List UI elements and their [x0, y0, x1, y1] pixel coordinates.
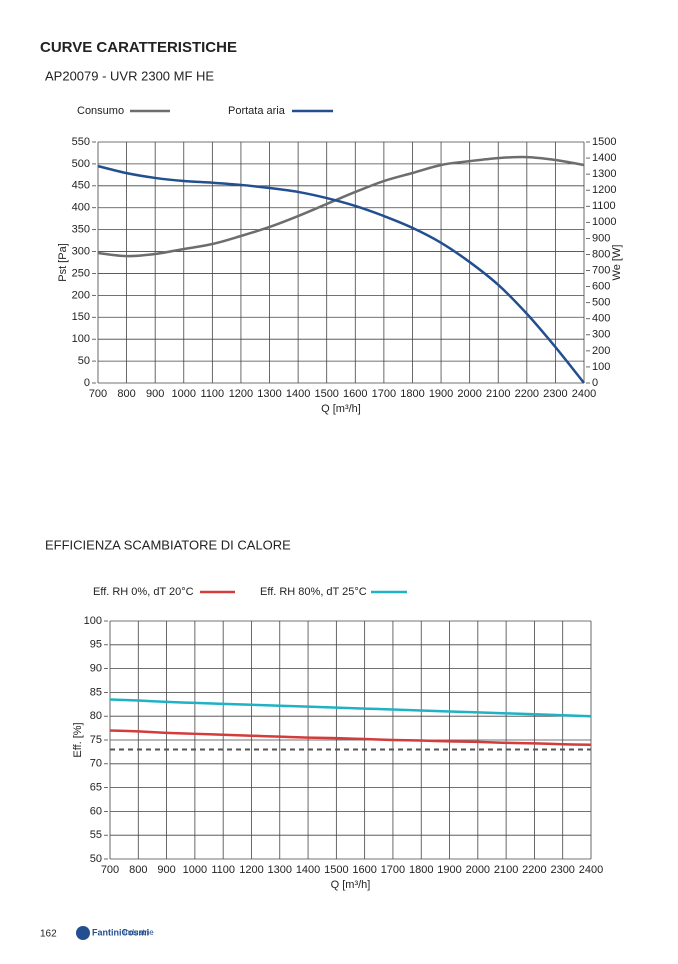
- y-tick-label: 50: [78, 355, 90, 367]
- legend-label: Portata aria: [228, 105, 286, 117]
- x-tick-label: 2100: [486, 388, 510, 400]
- x-tick-label: 1700: [372, 388, 396, 400]
- x-tick-label: 1600: [343, 388, 367, 400]
- x-tick-label: 2300: [543, 388, 567, 400]
- x-tick-label: 1100: [201, 388, 225, 400]
- x-tick-label: 900: [146, 388, 164, 400]
- series-line: [97, 164, 585, 384]
- y-tick-label: 100: [84, 615, 102, 627]
- y2-tick-label: 1200: [592, 184, 616, 196]
- series-line: [109, 698, 592, 718]
- chart-title: AP20079 - UVR 2300 MF HE: [45, 68, 214, 83]
- y2-axis-label: We [W]: [611, 245, 623, 281]
- y2-tick-label: 100: [592, 361, 610, 373]
- y-tick-label: 50: [90, 853, 102, 865]
- y-tick-label: 150: [72, 311, 90, 323]
- x-tick-label: 1400: [296, 864, 320, 876]
- x-tick-label: 1300: [257, 388, 281, 400]
- x-tick-label: 2400: [579, 864, 603, 876]
- x-tick-label: 1300: [268, 864, 292, 876]
- x-tick-label: 1000: [183, 864, 207, 876]
- y-axis-label: Pst [Pa]: [57, 243, 69, 282]
- x-tick-label: 1600: [352, 864, 376, 876]
- y2-tick-label: 200: [592, 345, 610, 357]
- y2-tick-label: 400: [592, 313, 610, 325]
- y-tick-label: 80: [90, 710, 102, 722]
- series-line: [97, 155, 585, 258]
- x-tick-label: 2100: [494, 864, 518, 876]
- y2-tick-label: 700: [592, 264, 610, 276]
- logo: FantiniCosmi: [92, 927, 149, 937]
- y2-tick-label: 0: [592, 377, 598, 389]
- x-tick-label: 1400: [286, 388, 310, 400]
- y-tick-label: 90: [90, 663, 102, 675]
- y-tick-label: 550: [72, 136, 90, 148]
- y-tick-label: 70: [90, 758, 102, 770]
- x-tick-label: 1900: [429, 388, 453, 400]
- y-tick-label: 75: [90, 734, 102, 746]
- x-tick-label: 1000: [172, 388, 196, 400]
- y-tick-label: 0: [84, 377, 90, 389]
- y2-tick-label: 1400: [592, 152, 616, 164]
- x-tick-label: 2200: [515, 388, 539, 400]
- y-axis-label: Eff. [%]: [72, 722, 84, 757]
- x-tick-label: 1900: [437, 864, 461, 876]
- x-tick-label: 1100: [211, 864, 235, 876]
- y2-tick-label: 1100: [592, 200, 616, 212]
- y-tick-label: 65: [90, 782, 102, 794]
- legend-label: Eff. RH 0%, dT 20°C: [93, 586, 194, 598]
- series-line: [109, 729, 592, 747]
- x-tick-label: 2200: [522, 864, 546, 876]
- y-tick-label: 500: [72, 158, 90, 170]
- x-tick-label: 1700: [381, 864, 405, 876]
- y2-tick-label: 1300: [592, 168, 616, 180]
- y-tick-label: 200: [72, 289, 90, 301]
- y-tick-label: 400: [72, 202, 90, 214]
- y2-tick-label: 500: [592, 297, 610, 309]
- y2-tick-label: 900: [592, 232, 610, 244]
- x-tick-label: 800: [117, 388, 135, 400]
- x-tick-label: 2000: [466, 864, 490, 876]
- x-tick-label: 700: [101, 864, 119, 876]
- logo-sub: Industrie: [123, 928, 154, 937]
- y-tick-label: 60: [90, 805, 102, 817]
- x-tick-label: 2300: [550, 864, 574, 876]
- y-tick-label: 350: [72, 224, 90, 236]
- x-tick-label: 1800: [400, 388, 424, 400]
- chart-title: EFFICIENZA SCAMBIATORE DI CALORE: [45, 537, 291, 552]
- x-tick-label: 1500: [314, 388, 338, 400]
- x-tick-label: 2400: [572, 388, 596, 400]
- x-tick-label: 1200: [229, 388, 253, 400]
- y2-tick-label: 600: [592, 281, 610, 293]
- y-tick-label: 85: [90, 686, 102, 698]
- x-axis-label: Q [m³/h]: [321, 403, 361, 415]
- y2-tick-label: 800: [592, 248, 610, 260]
- legend-label: Consumo: [77, 105, 124, 117]
- x-tick-label: 1500: [324, 864, 348, 876]
- y-tick-label: 95: [90, 639, 102, 651]
- x-axis-label: Q [m³/h]: [331, 879, 371, 891]
- x-tick-label: 1800: [409, 864, 433, 876]
- y-tick-label: 100: [72, 333, 90, 345]
- page-title: CURVE CARATTERISTICHE: [40, 39, 237, 56]
- y2-tick-label: 1000: [592, 216, 616, 228]
- y2-tick-label: 300: [592, 329, 610, 341]
- x-tick-label: 2000: [457, 388, 481, 400]
- y-tick-label: 300: [72, 245, 90, 257]
- x-tick-label: 1200: [239, 864, 263, 876]
- y-tick-label: 55: [90, 829, 102, 841]
- y-tick-label: 250: [72, 267, 90, 279]
- y2-tick-label: 1500: [592, 136, 616, 148]
- x-tick-label: 800: [129, 864, 147, 876]
- x-tick-label: 900: [157, 864, 175, 876]
- logo-mark: [76, 926, 90, 940]
- legend-label: Eff. RH 80%, dT 25°C: [260, 586, 367, 598]
- page-number: 162: [40, 929, 57, 940]
- x-tick-label: 700: [89, 388, 107, 400]
- y-tick-label: 450: [72, 180, 90, 192]
